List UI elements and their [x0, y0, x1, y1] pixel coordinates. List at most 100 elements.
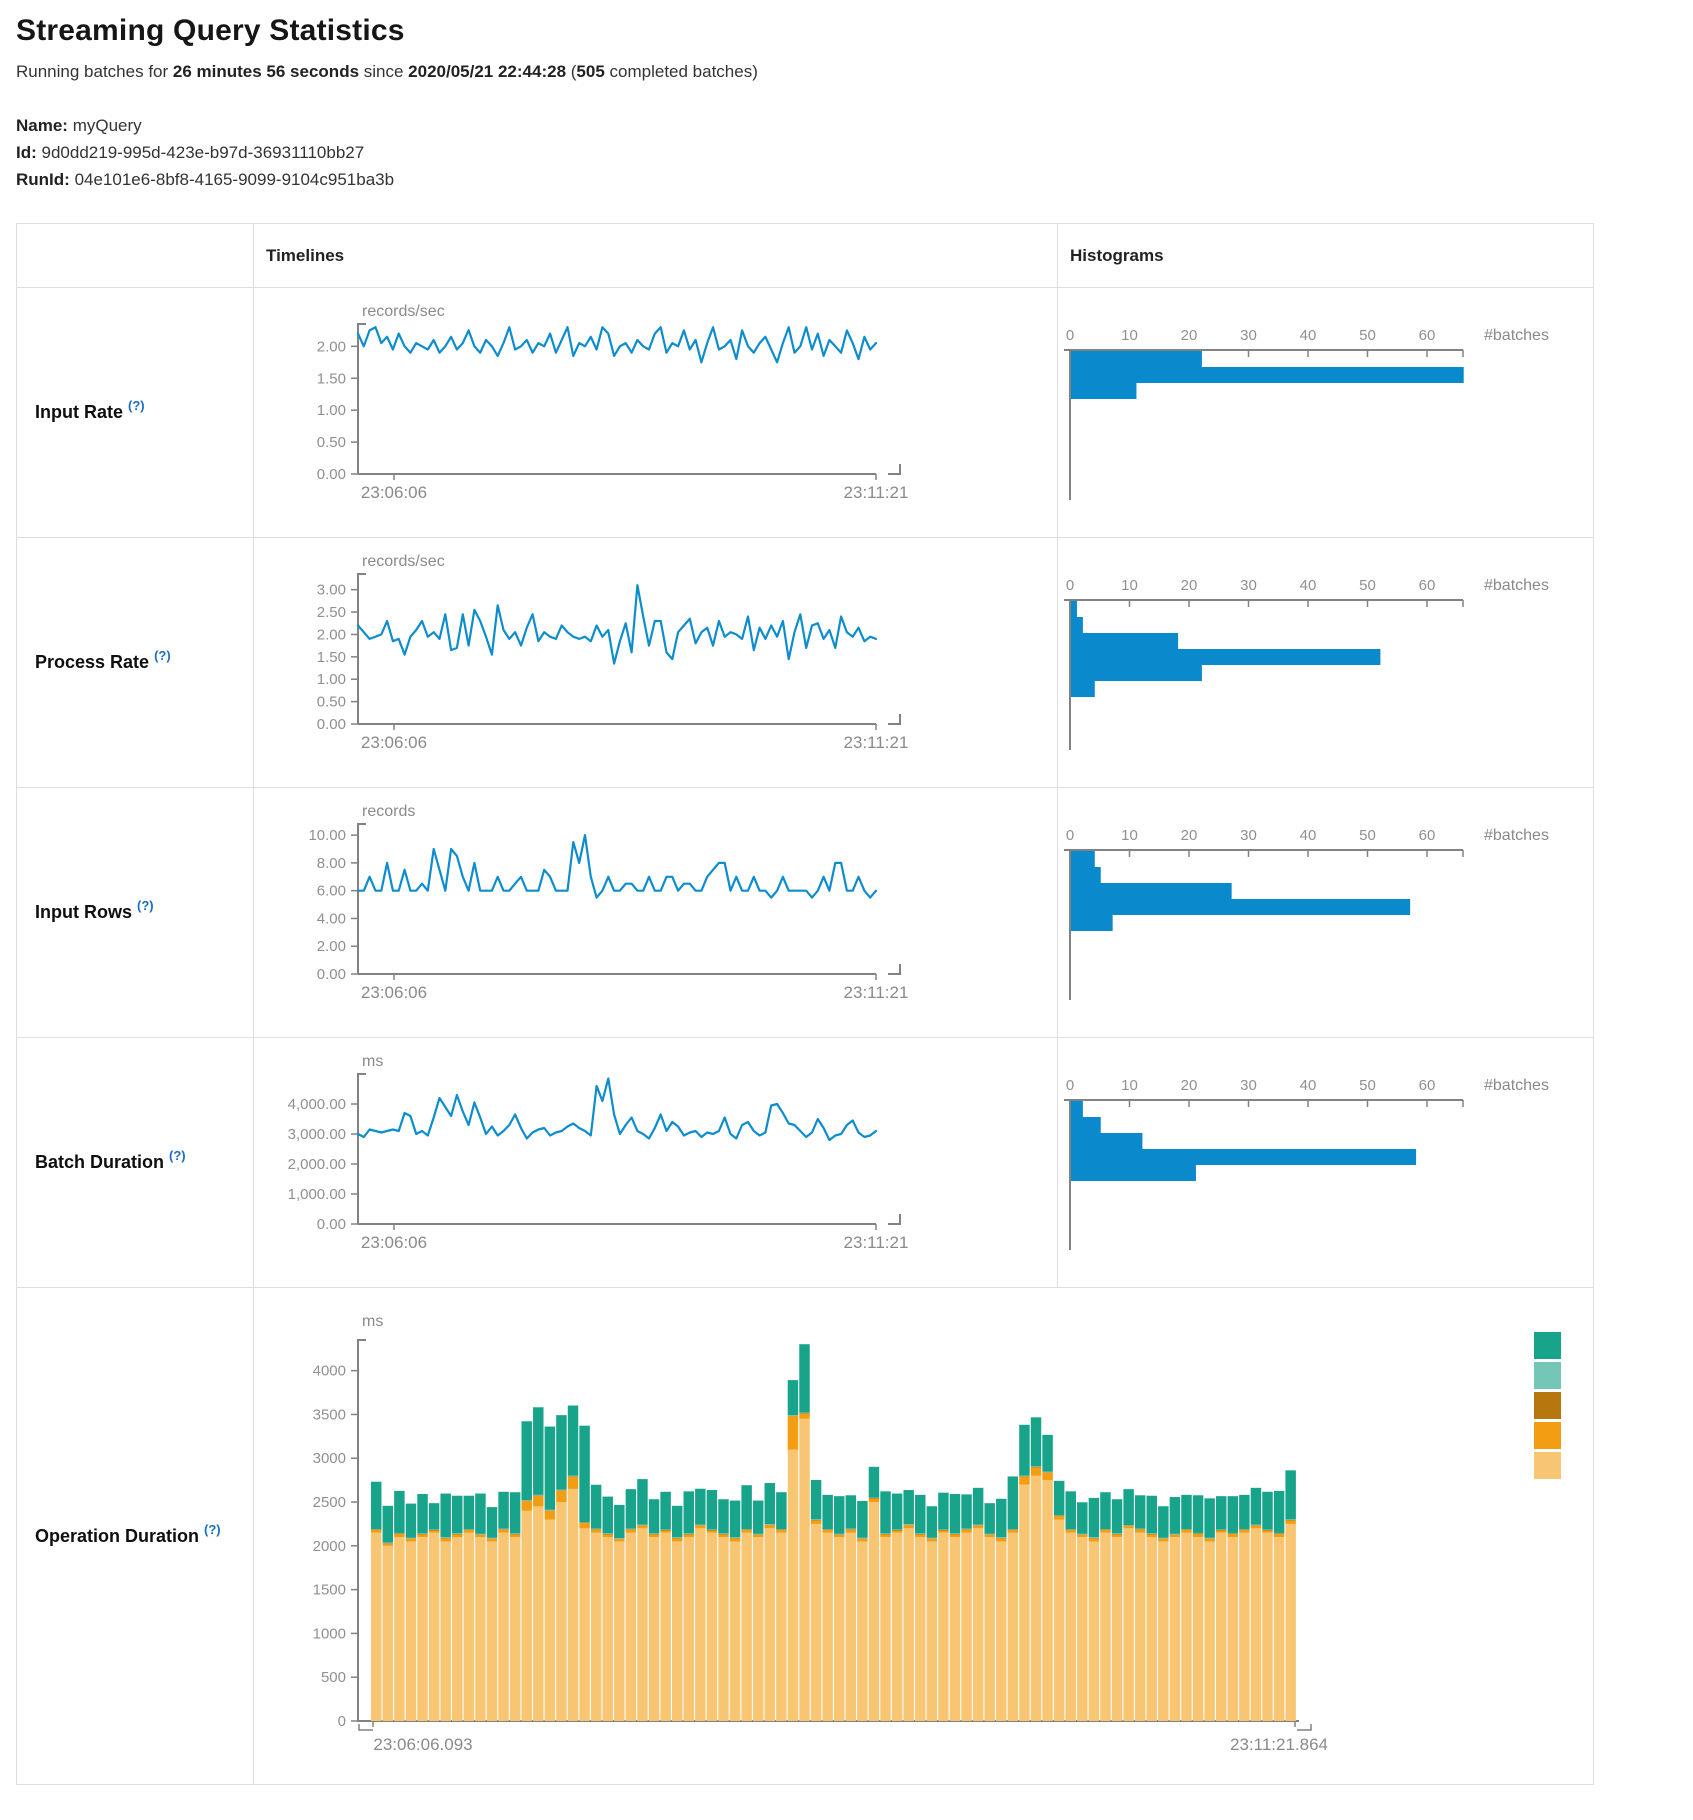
svg-text:3500: 3500	[313, 1406, 346, 1423]
statistics-table: Timelines Histograms Input Rate (?) reco…	[16, 223, 1594, 1785]
input-rate-timeline-chart: records/sec 0.00 0.50 1.00 1.50 2.00 23:06:06 2…	[317, 303, 909, 502]
operation-duration-stacked-chart: ms 0 500 1000 1500 2000 2500 3000 3500 4000 23:06:…	[313, 1313, 1328, 1754]
svg-text:#batches: #batches	[1484, 827, 1549, 844]
svg-text:6.00: 6.00	[317, 883, 346, 900]
svg-text:23:06:06: 23:06:06	[361, 483, 427, 502]
query-runid-row: RunId: 04e101e6-8bf8-4165-9099-9104c951b…	[16, 166, 1693, 193]
svg-text:0: 0	[1066, 1077, 1074, 1094]
svg-text:10: 10	[1121, 1077, 1138, 1094]
svg-text:records/sec: records/sec	[362, 553, 445, 570]
svg-text:20: 20	[1181, 577, 1198, 594]
svg-text:50: 50	[1359, 327, 1376, 344]
svg-text:23:06:06: 23:06:06	[361, 983, 427, 1002]
svg-text:ms: ms	[362, 1053, 383, 1070]
batch-duration-timeline-cell: ms 0.00 1,000.00 2,000.00 3,000.00 4,000.00 23…	[254, 1038, 1058, 1288]
query-runid-value: 04e101e6-8bf8-4165-9099-9104c951ba3b	[74, 170, 395, 189]
start-timestamp: 2020/05/21 22:44:28	[408, 62, 567, 81]
svg-text:30: 30	[1240, 1077, 1257, 1094]
operation-duration-legend	[1534, 1332, 1561, 1482]
svg-text:4,000.00: 4,000.00	[288, 1096, 346, 1113]
completed-batches-count: 505	[576, 62, 605, 81]
svg-text:20: 20	[1181, 827, 1198, 844]
legend-swatch	[1534, 1362, 1561, 1389]
table-row-batch-duration-label: Batch Duration (?)	[17, 1038, 254, 1288]
table-row-operation-duration-label: Operation Duration (?)	[17, 1288, 254, 1784]
query-name-row: Name: myQuery	[16, 112, 1693, 139]
svg-text:ms: ms	[362, 1313, 383, 1330]
summary-paren: (	[566, 62, 577, 81]
svg-text:60: 60	[1419, 327, 1436, 344]
legend-swatch	[1534, 1422, 1561, 1449]
svg-text:2.50: 2.50	[317, 604, 346, 621]
operation-duration-cell: ms 0 500 1000 1500 2000 2500 3000 3500 4000 23:06:…	[254, 1288, 1593, 1784]
svg-text:60: 60	[1419, 577, 1436, 594]
summary-suffix: completed batches)	[604, 62, 758, 81]
svg-text:2.00: 2.00	[317, 938, 346, 955]
table-row-input-rate-label: Input Rate (?)	[17, 288, 254, 538]
input-rows-help-icon[interactable]: (?)	[137, 898, 154, 913]
input-rate-histogram-cell: 0 10 20 30 40 50 60 #batches	[1058, 288, 1593, 538]
svg-text:2.00: 2.00	[317, 626, 346, 643]
svg-text:23:11:21: 23:11:21	[844, 1233, 909, 1252]
metric-label-operation-duration: Operation Duration	[35, 1525, 200, 1546]
svg-text:23:06:06.093: 23:06:06.093	[373, 1735, 472, 1754]
svg-text:40: 40	[1300, 577, 1317, 594]
svg-text:30: 30	[1240, 827, 1257, 844]
table-row-input-rows-label: Input Rows (?)	[17, 788, 254, 1038]
query-id-row: Id: 9d0dd219-995d-423e-b97d-36931110bb27	[16, 139, 1693, 166]
svg-text:0: 0	[338, 1713, 346, 1730]
svg-text:20: 20	[1181, 327, 1198, 344]
metric-label-batch-duration: Batch Duration	[35, 1152, 165, 1172]
metric-label-input-rate: Input Rate	[35, 402, 123, 422]
svg-text:8.00: 8.00	[317, 855, 346, 872]
query-name-value: myQuery	[72, 116, 142, 135]
svg-text:40: 40	[1300, 327, 1317, 344]
summary-prefix: Running batches for	[16, 62, 173, 81]
svg-text:30: 30	[1240, 577, 1257, 594]
legend-swatch	[1534, 1392, 1561, 1419]
input-rows-timeline-chart: records 0.00 2.00 4.00 6.00 8.00 10.00 23:06:06…	[308, 803, 908, 1002]
input-rows-histogram-cell: 0 10 20 30 40 50 60 #batches	[1058, 788, 1593, 1038]
svg-text:0: 0	[1066, 827, 1074, 844]
svg-text:3000: 3000	[313, 1450, 346, 1467]
svg-text:0: 0	[1066, 577, 1074, 594]
svg-text:#batches: #batches	[1484, 1077, 1549, 1094]
table-row-process-rate-label: Process Rate (?)	[17, 538, 254, 788]
page-title: Streaming Query Statistics	[16, 14, 405, 47]
svg-text:23:11:21.864: 23:11:21.864	[1230, 1735, 1328, 1754]
process-rate-histogram-chart: 0 10 20 30 40 50 60 #batches	[1064, 577, 1549, 750]
query-metadata: Name: myQuery Id: 9d0dd219-995d-423e-b97…	[16, 112, 1693, 193]
operation-duration-help-icon[interactable]: (?)	[204, 1521, 221, 1537]
svg-text:23:11:21: 23:11:21	[844, 483, 909, 502]
svg-text:4.00: 4.00	[317, 910, 346, 927]
process-rate-help-icon[interactable]: (?)	[154, 648, 171, 663]
svg-text:23:06:06: 23:06:06	[361, 1233, 427, 1252]
svg-text:10.00: 10.00	[308, 827, 346, 844]
name-label: Name:	[16, 116, 68, 135]
timelines-header: Timelines	[254, 224, 1058, 288]
svg-text:0.00: 0.00	[317, 716, 346, 733]
svg-text:40: 40	[1300, 827, 1317, 844]
svg-text:1.50: 1.50	[317, 370, 346, 387]
svg-text:23:06:06: 23:06:06	[361, 733, 427, 752]
batch-duration-help-icon[interactable]: (?)	[169, 1148, 186, 1163]
summary-since: since	[359, 62, 409, 81]
input-rows-timeline-cell: records 0.00 2.00 4.00 6.00 8.00 10.00 23:06:06…	[254, 788, 1058, 1038]
svg-text:1.50: 1.50	[317, 649, 346, 666]
input-rate-histogram-chart: 0 10 20 30 40 50 60 #batches	[1064, 327, 1549, 500]
svg-text:500: 500	[321, 1669, 346, 1686]
svg-text:2500: 2500	[313, 1494, 346, 1511]
svg-text:3,000.00: 3,000.00	[288, 1126, 346, 1143]
svg-text:3.00: 3.00	[317, 582, 346, 599]
svg-text:0.00: 0.00	[317, 466, 346, 483]
legend-swatch	[1534, 1452, 1561, 1479]
running-batches-summary: Running batches for 26 minutes 56 second…	[16, 62, 1693, 82]
svg-text:1000: 1000	[313, 1625, 346, 1642]
svg-text:records/sec: records/sec	[362, 303, 445, 320]
input-rate-help-icon[interactable]: (?)	[128, 398, 145, 413]
svg-text:50: 50	[1359, 1077, 1376, 1094]
metric-label-input-rows: Input Rows	[35, 902, 132, 922]
process-rate-timeline-chart: records/sec 0.00 0.50 1.00 1.50 2.00 2.50 3.00 2…	[317, 553, 909, 752]
svg-text:#batches: #batches	[1484, 327, 1549, 344]
